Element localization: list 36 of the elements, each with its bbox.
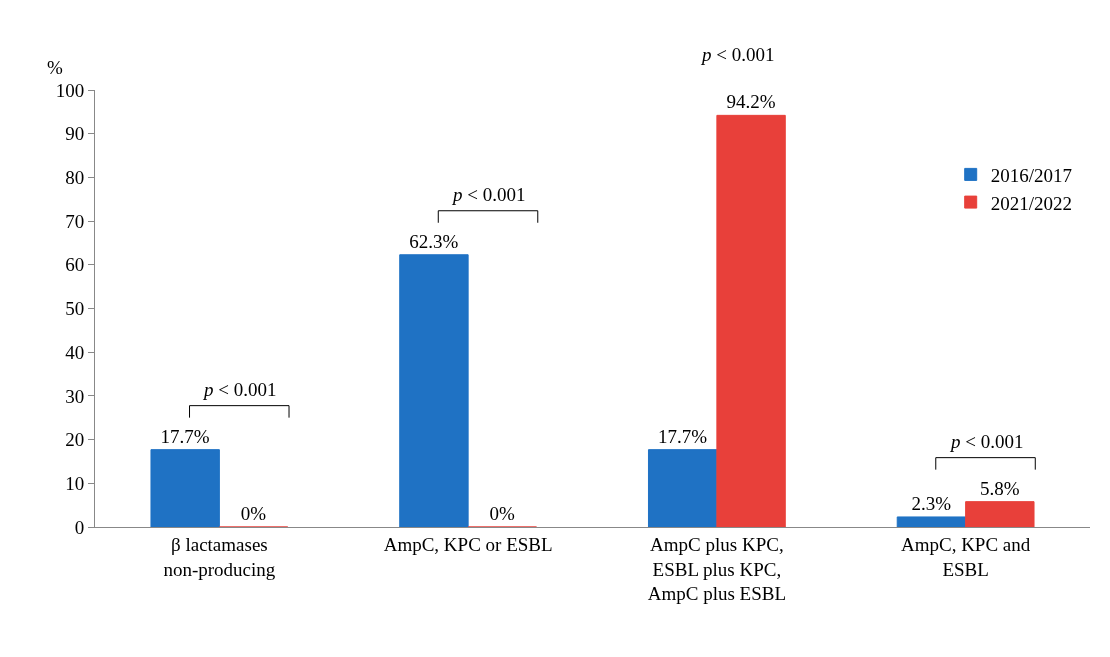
bar [150, 449, 220, 527]
annotation: p < 0.001 [202, 379, 277, 400]
y-tick-label: 70 [65, 210, 85, 232]
bar [647, 449, 718, 527]
y-tick-label: 20 [65, 429, 85, 451]
data-label: 17.7% [160, 425, 210, 447]
y-tick-label: 90 [65, 123, 85, 145]
y-tick-label: 80 [65, 167, 85, 189]
data-label: 0% [489, 503, 516, 524]
y-tick-label: 30 [65, 385, 85, 407]
x-tick-label: AmpC, KPC or ESBL [383, 533, 553, 555]
y-tick-label: 40 [65, 341, 85, 363]
y-tick-label: 50 [65, 298, 85, 320]
data-label: 0% [240, 503, 267, 524]
data-label: 5.8% [979, 477, 1020, 499]
bar [716, 114, 786, 527]
data-label: 17.7% [658, 425, 708, 447]
annotation: p < 0.001 [949, 431, 1024, 452]
y-tick-label: 100 [55, 79, 85, 101]
data-label: 94.2% [726, 91, 776, 113]
y-axis-title: % [47, 57, 63, 78]
y-tick-label: 10 [65, 472, 85, 494]
y-tick-label: 0 [74, 516, 85, 538]
legend-label: 2016/2017 [990, 164, 1072, 186]
bar [965, 501, 1035, 527]
data-label: 2.3% [911, 492, 952, 514]
data-label: 62.3% [409, 230, 459, 252]
text: p < 0.001 [700, 44, 775, 65]
annotation: p < 0.001 [451, 184, 526, 205]
x-tick-label: β lactamases non-producing [163, 533, 276, 580]
x-tick-label: AmpC, KPC and ESBL [900, 533, 1031, 580]
legend-label: 2021/2022 [990, 192, 1072, 214]
y-tick-label: 60 [65, 254, 85, 276]
x-tick-label: AmpC plus KPC, ESBL plus KPC, AmpC plus ESBL [647, 533, 787, 605]
bar [399, 254, 469, 527]
bar [896, 516, 967, 527]
